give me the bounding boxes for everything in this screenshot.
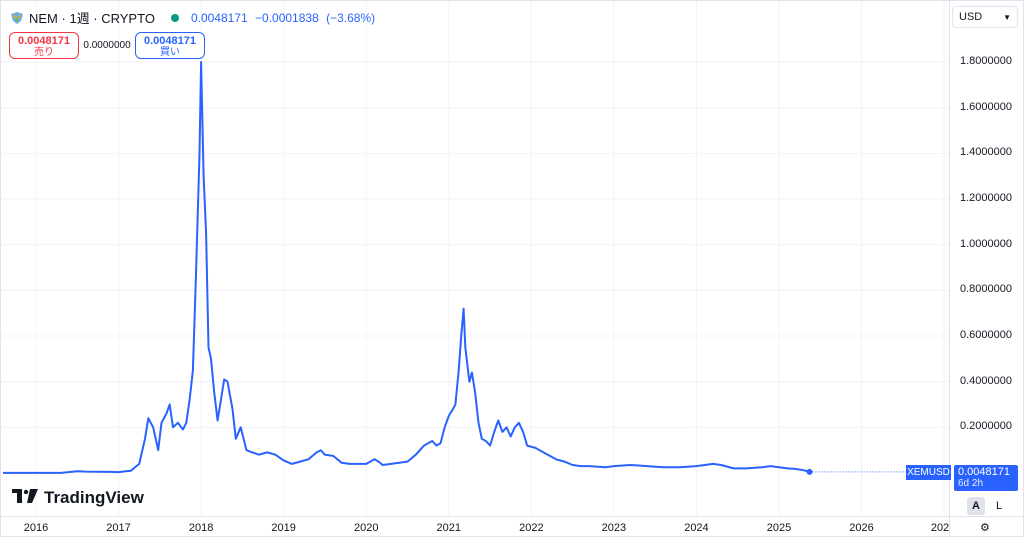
spread-value: 0.0000000 (83, 40, 131, 51)
buy-label: 買い (160, 47, 180, 58)
currency-select[interactable]: USD ▼ (952, 6, 1018, 28)
time-axis[interactable] (1, 516, 949, 537)
x-tick-label: 2018 (188, 522, 214, 534)
last-point-marker (806, 468, 813, 475)
axis-corner (949, 516, 1024, 537)
y-tick-label: 0.4000000 (960, 374, 1012, 387)
nem-logo-icon (10, 11, 24, 25)
symbol-label: XEMUSD (906, 465, 951, 480)
x-tick-label: 2020 (353, 522, 379, 534)
price-axis[interactable] (949, 1, 1024, 516)
gear-icon[interactable]: ⚙ (980, 522, 990, 534)
buy-button[interactable]: 0.0048171 買い (135, 32, 205, 59)
x-tick-label: 2016 (23, 522, 49, 534)
y-tick-label: 0.8000000 (960, 283, 1012, 296)
y-tick-label: 1.2000000 (960, 192, 1012, 204)
sell-button[interactable]: 0.0048171 売り (9, 32, 79, 59)
symbol-title[interactable]: NEM · 1週 · CRYPTO (29, 11, 155, 26)
tradingview-watermark[interactable]: TradingView (12, 488, 144, 508)
y-tick-label: 1.6000000 (960, 100, 1012, 113)
x-tick-label: 2019 (271, 522, 296, 534)
y-tick-label: 1.4000000 (960, 146, 1012, 159)
tradingview-logo-icon (12, 488, 38, 508)
last-price-value: 0.0048171 (958, 466, 1010, 478)
y-tick-label: 1.8000000 (960, 55, 1012, 67)
price-change: −0.0001838 (255, 10, 319, 25)
x-tick-label: 202 (930, 522, 950, 534)
currency-value: USD (959, 11, 983, 23)
buy-price: 0.0048171 (144, 35, 196, 47)
x-tick-label: 2023 (601, 522, 627, 534)
y-tick-label: 0.6000000 (960, 329, 1012, 341)
trade-buttons: 0.0048171 売り 0.0000000 0.0048171 買い (9, 32, 205, 59)
price-series-line (3, 61, 810, 474)
x-tick-label: 2024 (684, 522, 709, 534)
y-tick-label: 1.0000000 (960, 237, 1012, 250)
log-scale-button[interactable]: L (995, 500, 1003, 512)
last-price-label: 0.0048171 6d 2h (954, 465, 1018, 491)
symbol-legend[interactable]: NEM · 1週 · CRYPTO 0.0048171 −0.0001838 (… (10, 8, 379, 27)
bar-countdown: 6d 2h (958, 478, 984, 489)
x-tick-label: 2025 (766, 522, 792, 534)
auto-scale-button[interactable]: A (967, 497, 985, 515)
x-tick-label: 2026 (849, 522, 874, 534)
x-tick-label: 2017 (106, 522, 131, 534)
quote-values: 0.0048171 −0.0001838 (−3.68%) (191, 11, 379, 25)
watermark-text: TradingView (44, 488, 144, 507)
y-tick-label: 0.2000000 (960, 420, 1012, 433)
chevron-down-icon: ▼ (1003, 12, 1011, 22)
sell-price: 0.0048171 (18, 35, 70, 47)
price-change-pct: (−3.68%) (326, 10, 376, 25)
sell-label: 売り (34, 47, 54, 58)
market-status-dot (170, 13, 179, 22)
last-price: 0.0048171 (190, 10, 248, 25)
x-tick-label: 2021 (436, 522, 462, 534)
x-tick-label: 2022 (519, 522, 544, 534)
